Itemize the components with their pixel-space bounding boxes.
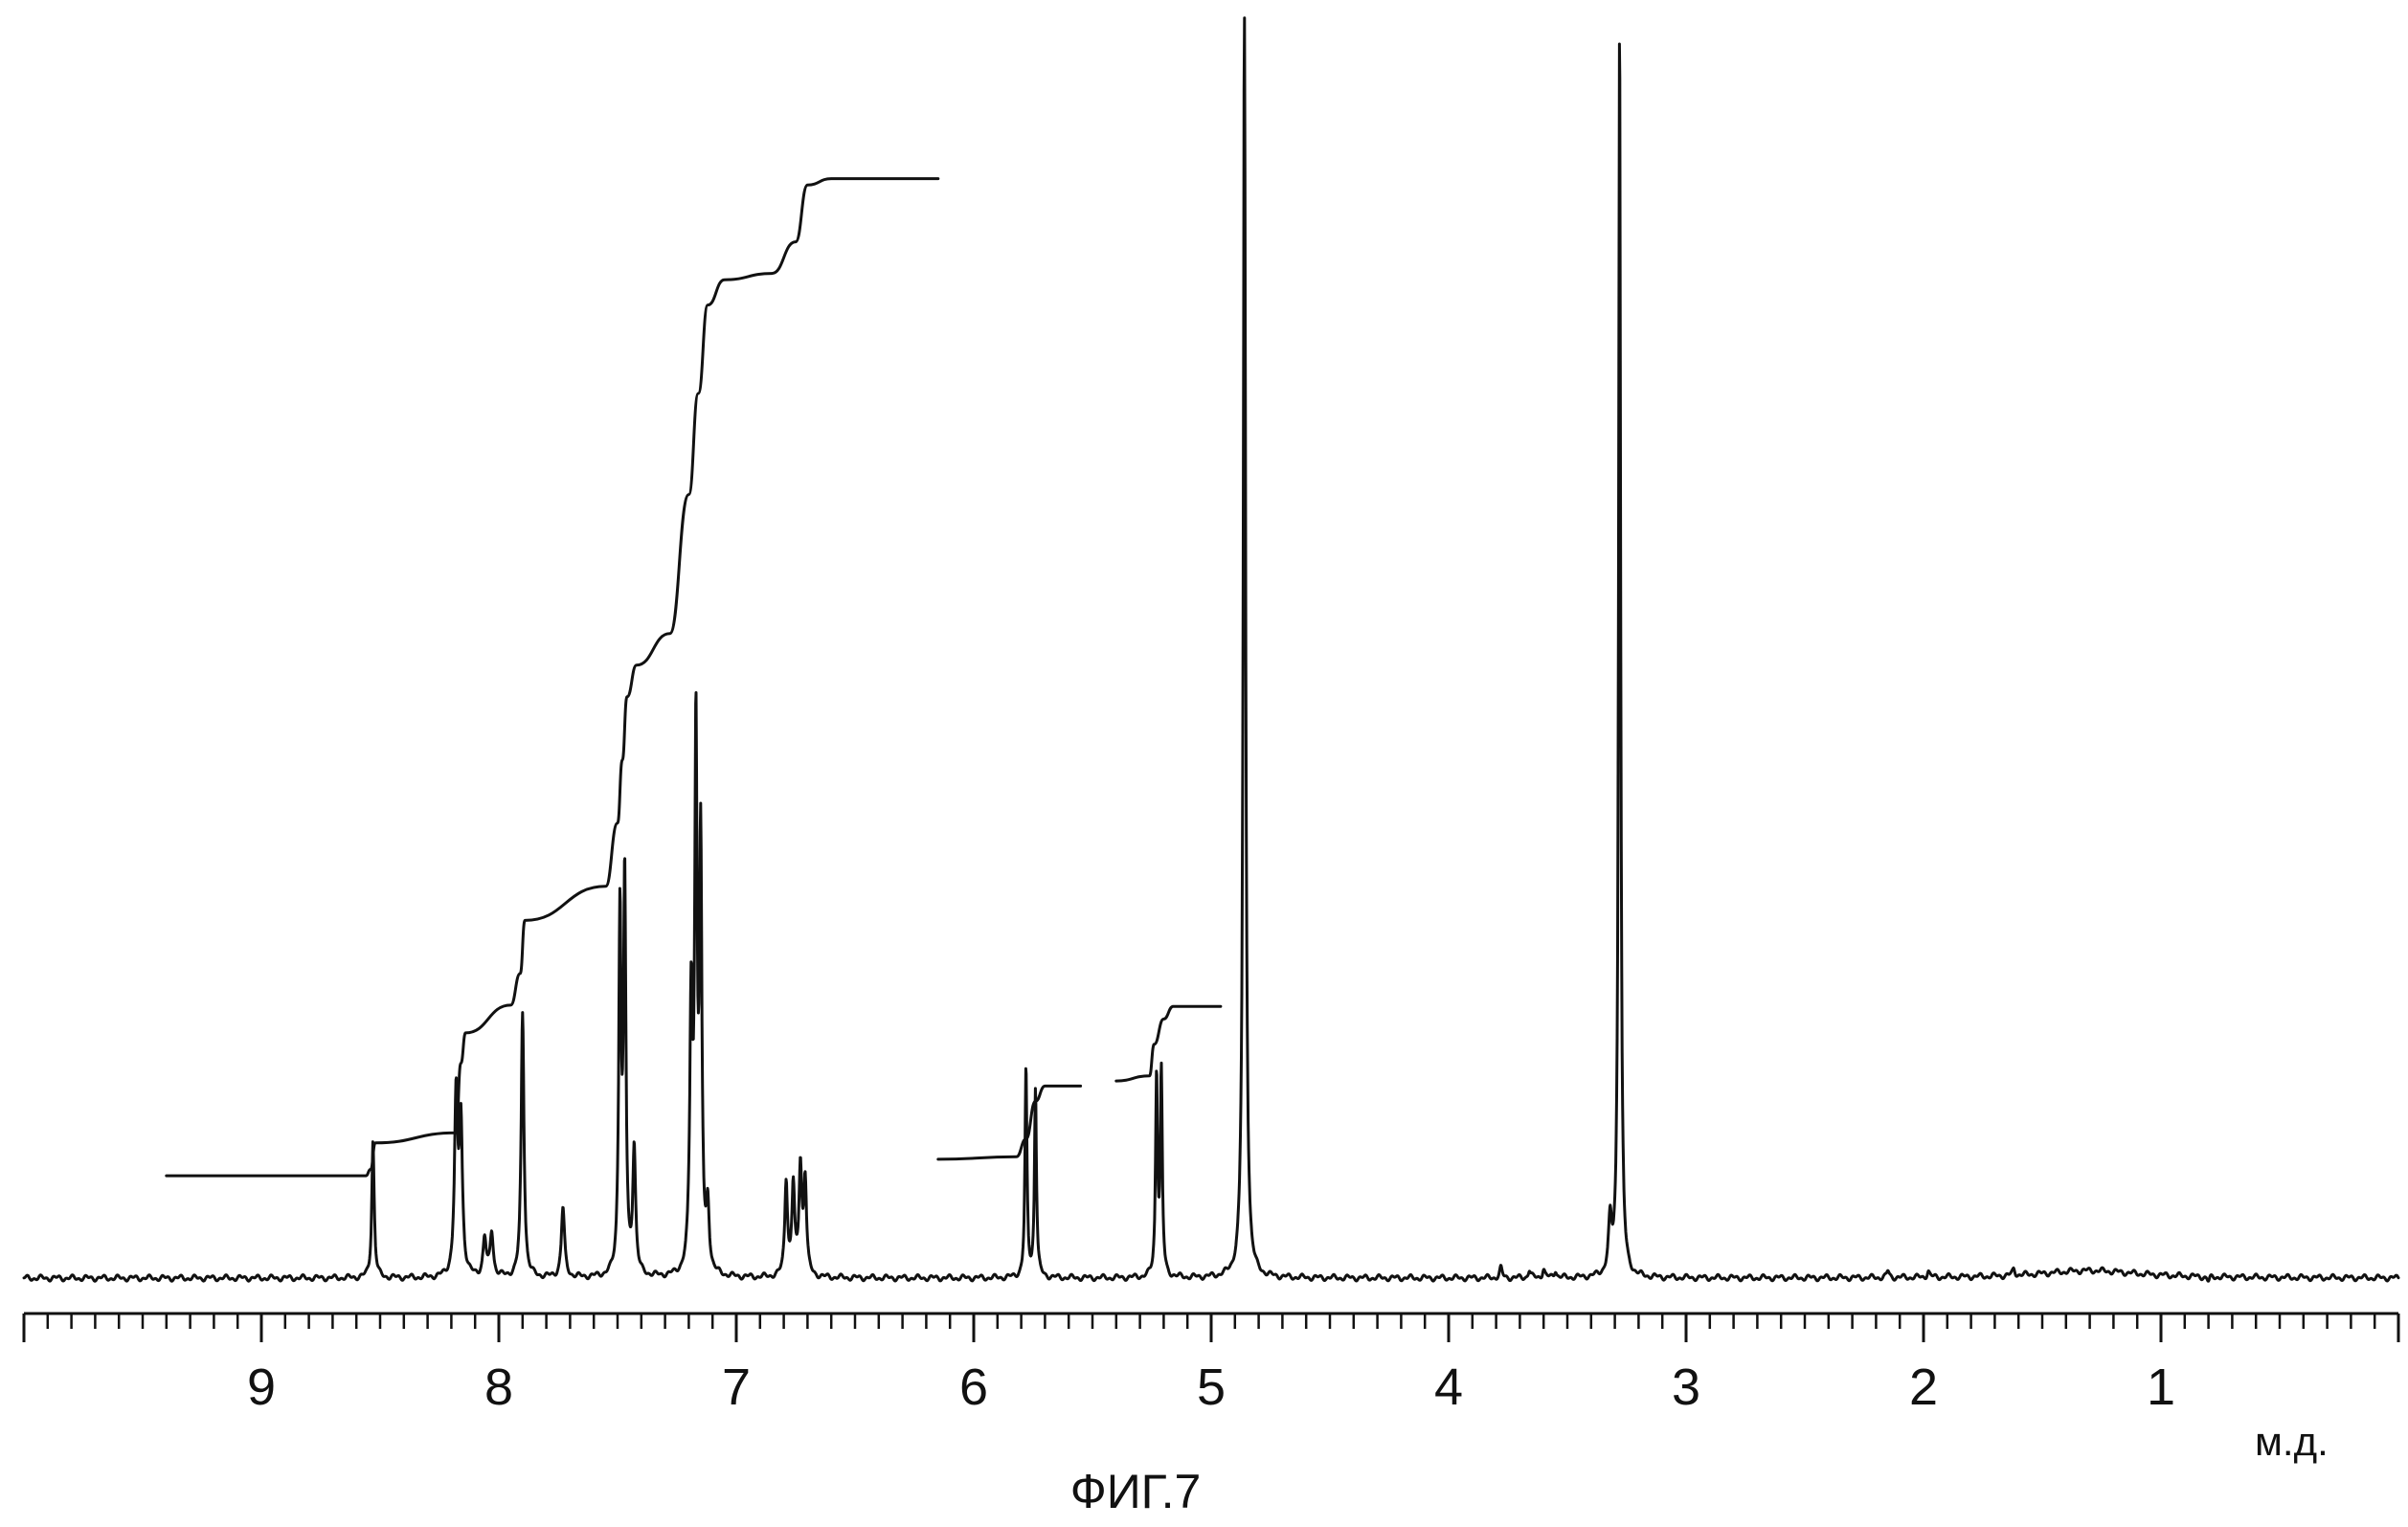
x-axis bbox=[22, 1312, 2400, 1342]
x-tick-label: 8 bbox=[484, 1359, 513, 1416]
x-tick-label: 2 bbox=[1909, 1359, 1938, 1416]
x-tick-label: 1 bbox=[2147, 1359, 2175, 1416]
x-tick-label: 5 bbox=[1197, 1359, 1226, 1416]
x-axis-unit-label: м.д. bbox=[2255, 1419, 2329, 1464]
spectrum-line bbox=[22, 16, 2400, 1283]
integral-curve-1 bbox=[936, 1084, 1083, 1161]
integral-curves bbox=[165, 177, 1223, 1178]
x-tick-labels: 9 8 7 6 5 4 3 2 1 bbox=[247, 1359, 2175, 1416]
integral-curve-2 bbox=[1114, 1004, 1223, 1083]
spectrum-trace bbox=[22, 16, 2400, 1283]
figure-caption: ФИГ.7 bbox=[1070, 1465, 1202, 1518]
x-tick-label: 6 bbox=[959, 1359, 988, 1416]
x-tick-label: 9 bbox=[247, 1359, 276, 1416]
x-tick-label: 4 bbox=[1434, 1359, 1463, 1416]
integral-curve-0 bbox=[165, 177, 940, 1178]
x-tick-label: 3 bbox=[1672, 1359, 1700, 1416]
x-tick-label: 7 bbox=[722, 1359, 751, 1416]
